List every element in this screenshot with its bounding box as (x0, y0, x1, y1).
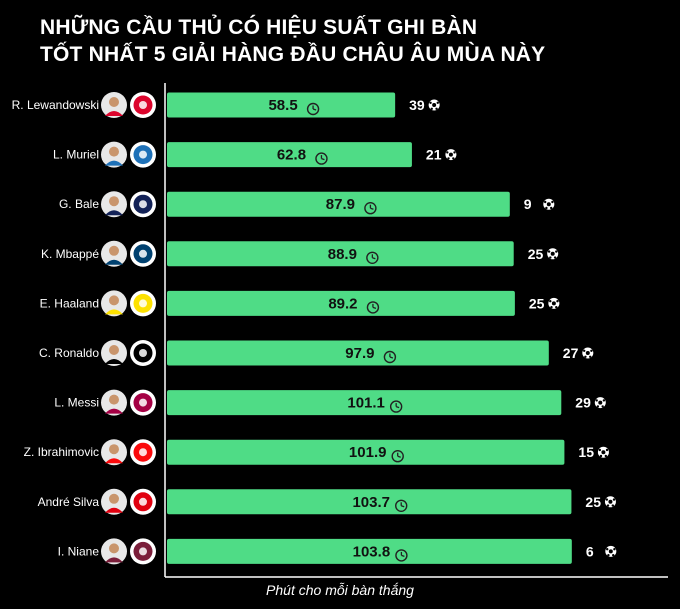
bar (167, 340, 549, 366)
football-icon (547, 248, 559, 260)
club-crest (130, 488, 156, 515)
bar (167, 390, 562, 416)
club-crest (130, 340, 156, 366)
bar-value-label: 101.1 (347, 395, 385, 412)
chart-row: L. Muriel 62.8 21 (53, 141, 457, 168)
clock-icon (391, 450, 404, 463)
player-avatar (101, 538, 127, 565)
bar-value-label: 62.8 (277, 147, 306, 164)
chart-row: G. Bale 87.9 9 (59, 191, 555, 218)
player-name-label: L. Messi (54, 396, 99, 410)
goals-count-label: 6 (586, 543, 594, 559)
clock-icon (364, 201, 377, 215)
goals-count-label: 39 (409, 97, 425, 113)
chart-row: Z. Ibrahimovic 101.9 15 (24, 439, 609, 466)
bar-value-label: 101.9 (349, 444, 387, 461)
club-crest (130, 439, 156, 466)
chart-row: I. Niane 103.8 6 (58, 538, 617, 565)
clock-icon (366, 301, 380, 314)
clock-icon (366, 251, 379, 264)
goals-count-label: 25 (585, 494, 601, 510)
player-avatar (101, 240, 127, 267)
chart-row: K. Mbappé 88.9 25 (41, 240, 559, 267)
club-crest (130, 538, 156, 565)
player-avatar (101, 439, 127, 466)
football-icon (597, 446, 609, 458)
clock-icon (315, 152, 328, 165)
player-avatar (101, 92, 127, 118)
clock-icon (395, 549, 408, 562)
football-icon (594, 397, 606, 409)
player-avatar (101, 340, 127, 366)
bar (167, 241, 514, 267)
clock-icon (383, 350, 397, 364)
x-axis-label: Phút cho mỗi bàn thắng (266, 582, 414, 598)
bar (167, 538, 572, 564)
club-crest (130, 191, 156, 218)
player-avatar (101, 141, 127, 168)
football-icon (428, 99, 440, 111)
football-icon (548, 297, 560, 309)
club-crest (130, 240, 156, 267)
player-name-label: R. Lewandowski (12, 98, 99, 112)
player-name-label: G. Bale (59, 197, 99, 211)
title-line-2: TỐT NHẤT 5 GIẢI HÀNG ĐẦU CHÂU ÂU MÙA NÀY (40, 43, 546, 66)
goals-count-label: 9 (524, 196, 532, 212)
football-icon (445, 149, 457, 161)
player-name-label: E. Haaland (40, 296, 99, 310)
goals-count-label: 15 (578, 444, 594, 460)
goals-count-label: 21 (426, 147, 442, 163)
player-name-label: Z. Ibrahimovic (24, 445, 99, 459)
club-crest (130, 290, 156, 317)
clock-icon (306, 102, 320, 116)
player-name-label: C. Ronaldo (39, 346, 99, 360)
bar-value-label: 97.9 (345, 345, 374, 362)
bar-value-label: 89.2 (328, 295, 357, 312)
chart-row: André Silva 103.7 25 (38, 488, 616, 515)
player-name-label: I. Niane (58, 544, 100, 558)
club-crest (130, 141, 156, 168)
player-name-label: K. Mbappé (41, 247, 99, 261)
player-name-label: André Silva (38, 495, 100, 509)
goals-count-label: 25 (528, 246, 544, 262)
chart-row: R. Lewandowski 58.5 39 (12, 92, 440, 118)
clock-icon (389, 400, 403, 413)
chart-row: C. Ronaldo 97.9 27 (39, 340, 594, 366)
bar-value-label: 88.9 (328, 246, 357, 263)
football-icon (543, 198, 555, 210)
clock-icon (395, 499, 408, 512)
bar-value-label: 103.7 (352, 494, 390, 511)
club-crest (130, 92, 156, 118)
bar (167, 142, 412, 168)
bar (167, 92, 396, 118)
football-icon (582, 347, 594, 359)
player-name-label: L. Muriel (53, 148, 99, 162)
bar (167, 191, 510, 217)
football-icon (604, 496, 616, 508)
bar-value-label: 58.5 (268, 97, 297, 114)
bar-value-label: 103.8 (353, 543, 391, 560)
goals-count-label: 29 (575, 395, 591, 411)
chart-title: NHỮNG CẦU THỦ CÓ HIỆU SUẤT GHI BÀN TỐT N… (40, 14, 660, 68)
bar (167, 439, 565, 465)
player-avatar (101, 488, 127, 515)
bar (167, 290, 515, 316)
player-avatar (101, 290, 127, 317)
title-line-1: NHỮNG CẦU THỦ CÓ HIỆU SUẤT GHI BÀN (40, 16, 478, 39)
chart-row: E. Haaland 89.2 25 (40, 290, 560, 317)
goals-count-label: 25 (529, 295, 545, 311)
bar-value-label: 87.9 (326, 196, 355, 213)
player-avatar (101, 191, 127, 218)
football-icon (605, 545, 617, 557)
player-avatar (101, 389, 127, 416)
chart-row: L. Messi 101.1 29 (54, 389, 606, 416)
club-crest (130, 389, 156, 416)
bar (167, 489, 572, 515)
goals-count-label: 27 (563, 345, 579, 361)
